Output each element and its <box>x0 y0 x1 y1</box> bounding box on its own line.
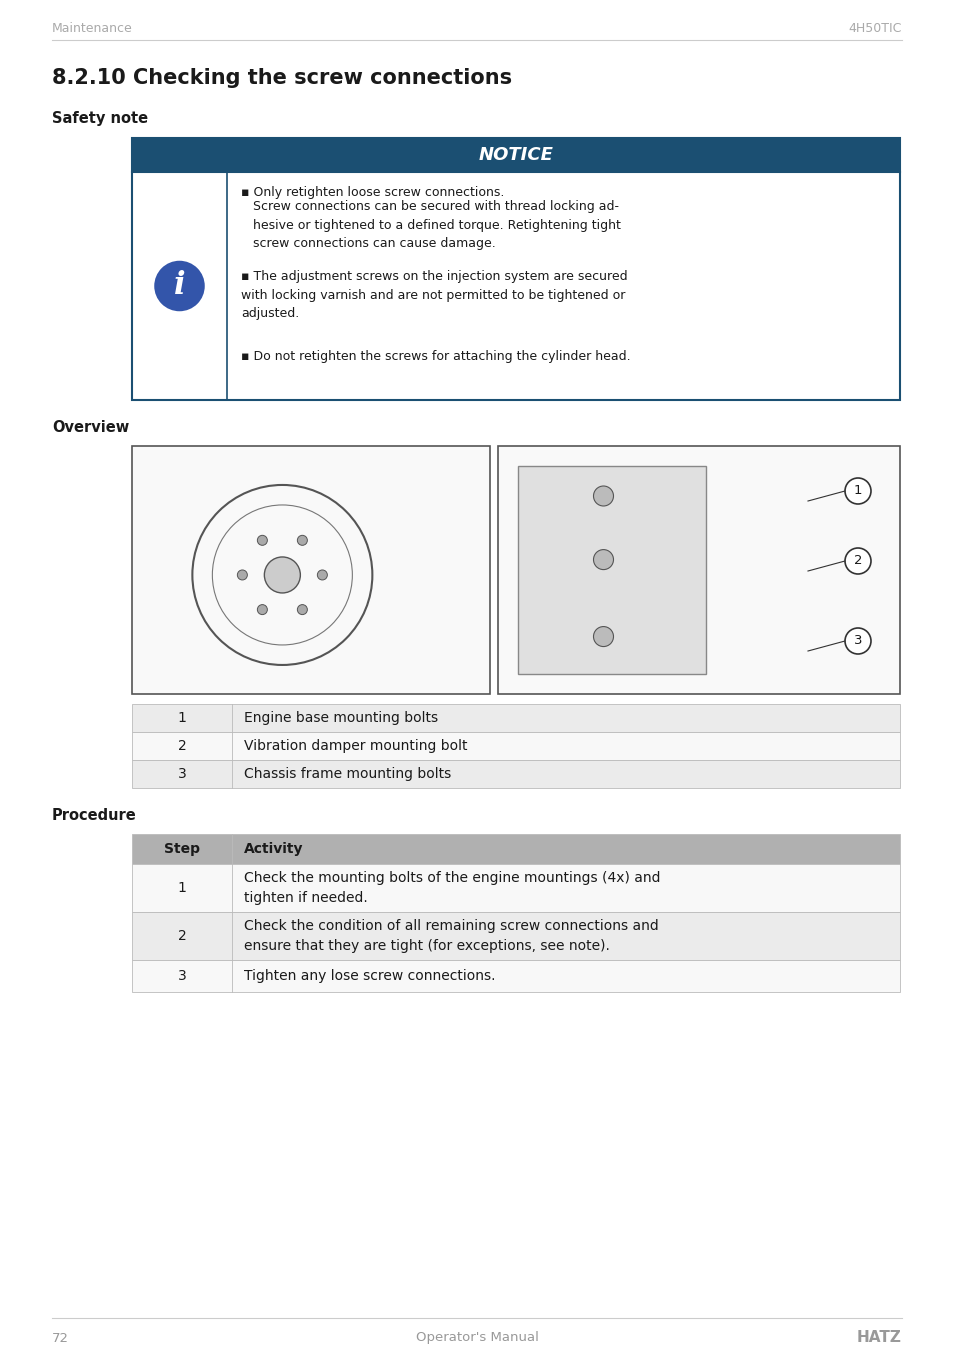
Text: HATZ: HATZ <box>856 1331 901 1346</box>
Bar <box>517 466 705 674</box>
Text: Chassis frame mounting bolts: Chassis frame mounting bolts <box>244 766 451 781</box>
Text: Operator's Manual: Operator's Manual <box>416 1331 537 1345</box>
Text: 2: 2 <box>853 555 862 567</box>
Circle shape <box>297 535 307 546</box>
Text: i: i <box>173 269 185 301</box>
Bar <box>132 704 899 733</box>
Text: 1: 1 <box>177 881 186 895</box>
Text: 2: 2 <box>177 739 186 753</box>
Text: 1: 1 <box>177 711 186 724</box>
Text: Vibration damper mounting bolt: Vibration damper mounting bolt <box>244 739 467 753</box>
Bar <box>132 138 899 172</box>
Text: 3: 3 <box>177 969 186 983</box>
Text: 4H50TIC: 4H50TIC <box>848 22 901 34</box>
Bar <box>132 733 899 760</box>
Text: ▪ The adjustment screws on the injection system are secured
with locking varnish: ▪ The adjustment screws on the injection… <box>241 269 627 320</box>
Text: Tighten any lose screw connections.: Tighten any lose screw connections. <box>244 969 495 983</box>
Text: Engine base mounting bolts: Engine base mounting bolts <box>244 711 437 724</box>
Circle shape <box>152 259 206 313</box>
Circle shape <box>593 550 613 570</box>
Text: 3: 3 <box>177 766 186 781</box>
Circle shape <box>593 486 613 506</box>
Text: NOTICE: NOTICE <box>478 146 553 164</box>
Bar <box>132 960 899 992</box>
Text: Safety note: Safety note <box>52 111 148 126</box>
Circle shape <box>844 548 870 574</box>
Text: Screw connections can be secured with thread locking ad-
hesive or tightened to : Screw connections can be secured with th… <box>253 200 620 250</box>
Bar <box>132 172 899 399</box>
Text: Activity: Activity <box>244 842 303 856</box>
Circle shape <box>844 628 870 654</box>
Text: Procedure: Procedure <box>52 808 136 823</box>
Text: 1: 1 <box>853 485 862 497</box>
Text: Step: Step <box>164 842 200 856</box>
Bar <box>497 445 899 695</box>
Bar <box>132 864 899 913</box>
Text: Check the condition of all remaining screw connections and
ensure that they are : Check the condition of all remaining scr… <box>244 919 659 953</box>
Bar <box>132 834 899 864</box>
Text: ▪ Only retighten loose screw connections.: ▪ Only retighten loose screw connections… <box>241 185 504 199</box>
Bar <box>132 445 490 695</box>
Text: Maintenance: Maintenance <box>52 22 132 34</box>
Bar <box>132 760 899 788</box>
Circle shape <box>237 570 247 580</box>
Circle shape <box>844 478 870 504</box>
Text: Check the mounting bolts of the engine mountings (4x) and
tighten if needed.: Check the mounting bolts of the engine m… <box>244 871 659 904</box>
Text: Overview: Overview <box>52 421 129 436</box>
Text: 3: 3 <box>853 635 862 647</box>
Circle shape <box>593 627 613 647</box>
Text: ▪ Do not retighten the screws for attaching the cylinder head.: ▪ Do not retighten the screws for attach… <box>241 349 630 363</box>
Bar <box>132 913 899 960</box>
Circle shape <box>317 570 327 580</box>
Text: 72: 72 <box>52 1331 69 1345</box>
Text: 8.2.10 Checking the screw connections: 8.2.10 Checking the screw connections <box>52 68 512 88</box>
Circle shape <box>257 535 267 546</box>
Circle shape <box>264 556 300 593</box>
Circle shape <box>257 605 267 615</box>
Text: 2: 2 <box>177 929 186 942</box>
Circle shape <box>297 605 307 615</box>
